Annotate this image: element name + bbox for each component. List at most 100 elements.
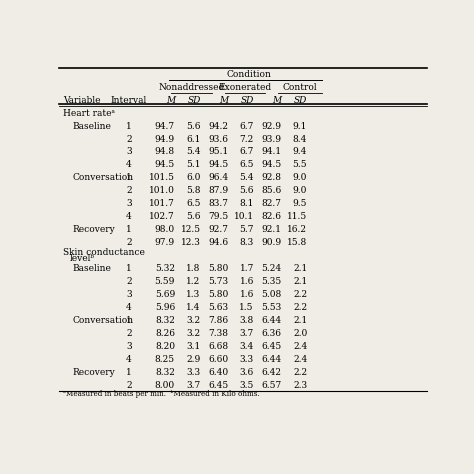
Text: 1.7: 1.7 [239, 264, 254, 273]
Text: 97.9: 97.9 [155, 238, 175, 247]
Text: 2.1: 2.1 [293, 277, 307, 286]
Text: M: M [272, 96, 282, 105]
Text: 9.1: 9.1 [293, 122, 307, 131]
Text: Conversation: Conversation [72, 173, 133, 182]
Text: 93.9: 93.9 [262, 135, 282, 144]
Text: 9.4: 9.4 [293, 147, 307, 156]
Text: 79.5: 79.5 [208, 212, 228, 221]
Text: 5.7: 5.7 [239, 225, 254, 234]
Text: SD: SD [187, 96, 201, 105]
Text: 8.32: 8.32 [155, 367, 175, 376]
Text: 5.32: 5.32 [155, 264, 175, 273]
Text: Conversation: Conversation [72, 316, 133, 325]
Text: 1: 1 [126, 264, 132, 273]
Text: 1.4: 1.4 [186, 303, 201, 312]
Text: 5.5: 5.5 [292, 160, 307, 169]
Text: 94.5: 94.5 [261, 160, 282, 169]
Text: 82.7: 82.7 [262, 199, 282, 208]
Text: 7.2: 7.2 [240, 135, 254, 144]
Text: 6.57: 6.57 [261, 381, 282, 390]
Text: 8.1: 8.1 [239, 199, 254, 208]
Text: 94.8: 94.8 [155, 147, 175, 156]
Text: Interval: Interval [111, 96, 147, 105]
Text: 3.2: 3.2 [187, 316, 201, 325]
Text: Baseline: Baseline [72, 264, 111, 273]
Text: 9.0: 9.0 [293, 186, 307, 195]
Text: Heart rateᵃ: Heart rateᵃ [63, 109, 115, 118]
Text: 7.38: 7.38 [208, 329, 228, 338]
Text: 92.1: 92.1 [262, 225, 282, 234]
Text: 5.08: 5.08 [261, 290, 282, 299]
Text: 3: 3 [126, 342, 132, 351]
Text: 8.4: 8.4 [293, 135, 307, 144]
Text: 3.6: 3.6 [240, 367, 254, 376]
Text: 6.45: 6.45 [208, 381, 228, 390]
Text: 6.45: 6.45 [261, 342, 282, 351]
Text: 2: 2 [126, 381, 132, 390]
Text: 6.1: 6.1 [186, 135, 201, 144]
Text: 5.4: 5.4 [239, 173, 254, 182]
Text: 1: 1 [126, 225, 132, 234]
Text: 8.26: 8.26 [155, 329, 175, 338]
Text: 7.86: 7.86 [208, 316, 228, 325]
Text: 5.53: 5.53 [261, 303, 282, 312]
Text: ᵃMeasured in beats per min.  ᵇMeasured in Kilo ohms.: ᵃMeasured in beats per min. ᵇMeasured in… [63, 390, 260, 398]
Text: 1.6: 1.6 [239, 277, 254, 286]
Text: 6.7: 6.7 [239, 147, 254, 156]
Text: 3.4: 3.4 [240, 342, 254, 351]
Text: Skin conductance: Skin conductance [63, 248, 145, 257]
Text: 5.6: 5.6 [186, 122, 201, 131]
Text: Recovery: Recovery [72, 225, 115, 234]
Text: 92.9: 92.9 [262, 122, 282, 131]
Text: 5.63: 5.63 [208, 303, 228, 312]
Text: 94.1: 94.1 [261, 147, 282, 156]
Text: 2.2: 2.2 [293, 290, 307, 299]
Text: 6.44: 6.44 [261, 355, 282, 364]
Text: 2.1: 2.1 [293, 264, 307, 273]
Text: 3.7: 3.7 [186, 381, 201, 390]
Text: 4: 4 [126, 355, 132, 364]
Text: 2.4: 2.4 [293, 342, 307, 351]
Text: 5.73: 5.73 [208, 277, 228, 286]
Text: 8.3: 8.3 [240, 238, 254, 247]
Text: 2.2: 2.2 [293, 367, 307, 376]
Text: 5.8: 5.8 [186, 186, 201, 195]
Text: 6.36: 6.36 [262, 329, 282, 338]
Text: 3: 3 [126, 199, 132, 208]
Text: 6.44: 6.44 [261, 316, 282, 325]
Text: 5.6: 5.6 [186, 212, 201, 221]
Text: 1.6: 1.6 [239, 290, 254, 299]
Text: 3.3: 3.3 [187, 367, 201, 376]
Text: 6.60: 6.60 [208, 355, 228, 364]
Text: 3: 3 [126, 147, 132, 156]
Text: 2: 2 [126, 238, 132, 247]
Text: 94.7: 94.7 [155, 122, 175, 131]
Text: M: M [166, 96, 175, 105]
Text: 93.6: 93.6 [208, 135, 228, 144]
Text: M: M [219, 96, 228, 105]
Text: 2.0: 2.0 [293, 329, 307, 338]
Text: 6.42: 6.42 [262, 367, 282, 376]
Text: 94.5: 94.5 [155, 160, 175, 169]
Text: 5.80: 5.80 [208, 290, 228, 299]
Text: 3.5: 3.5 [239, 381, 254, 390]
Text: 8.25: 8.25 [155, 355, 175, 364]
Text: 4: 4 [126, 303, 132, 312]
Text: 6.5: 6.5 [239, 160, 254, 169]
Text: 102.7: 102.7 [149, 212, 175, 221]
Text: 2: 2 [126, 329, 132, 338]
Text: 3.8: 3.8 [240, 316, 254, 325]
Text: 4: 4 [126, 160, 132, 169]
Text: 3.7: 3.7 [240, 329, 254, 338]
Text: 6.0: 6.0 [186, 173, 201, 182]
Text: 5.35: 5.35 [261, 277, 282, 286]
Text: 5.1: 5.1 [186, 160, 201, 169]
Text: 2.3: 2.3 [293, 381, 307, 390]
Text: 12.5: 12.5 [181, 225, 201, 234]
Text: 5.6: 5.6 [239, 186, 254, 195]
Text: 94.6: 94.6 [208, 238, 228, 247]
Text: 95.1: 95.1 [208, 147, 228, 156]
Text: 2.1: 2.1 [293, 316, 307, 325]
Text: 82.6: 82.6 [262, 212, 282, 221]
Text: 2.4: 2.4 [293, 355, 307, 364]
